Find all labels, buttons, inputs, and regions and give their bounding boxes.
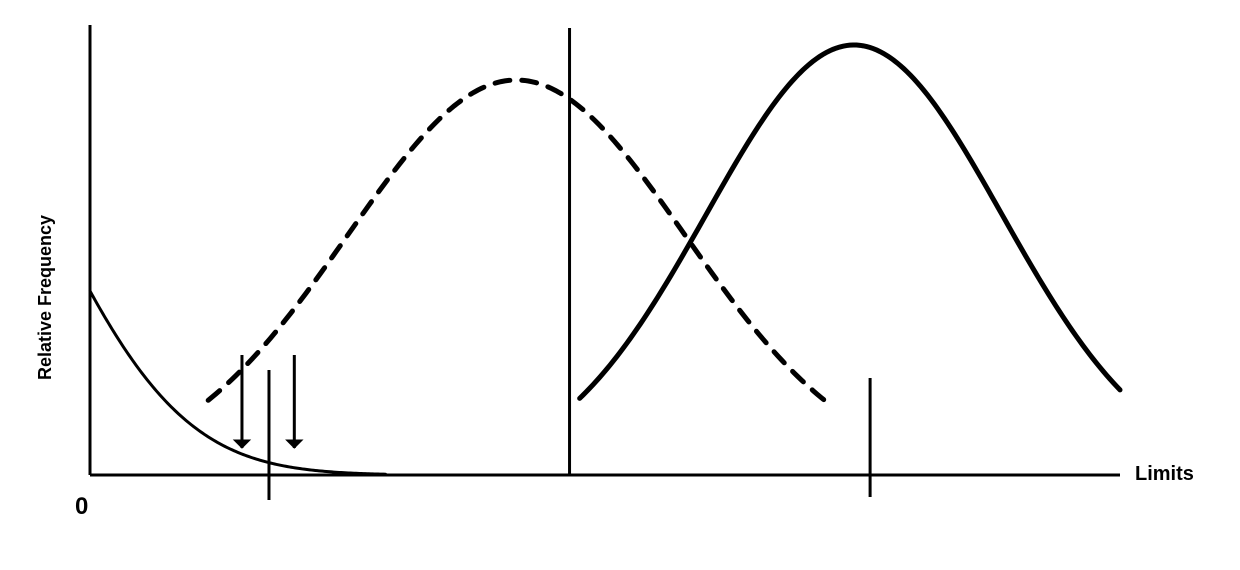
origin-zero-label: 0 bbox=[75, 493, 88, 521]
y-axis-label: Relative Frequency bbox=[35, 215, 56, 380]
middle-dashed-bell bbox=[208, 80, 833, 407]
right-solid-bell bbox=[580, 45, 1120, 398]
chart-svg bbox=[0, 0, 1240, 570]
x-axis-label: Limits bbox=[1135, 463, 1194, 486]
arrow-right-head bbox=[286, 440, 302, 448]
distribution-chart: Relative Frequency Limits 0 bbox=[0, 0, 1240, 570]
left-half-bell bbox=[90, 291, 385, 474]
arrow-left-head bbox=[234, 440, 250, 448]
